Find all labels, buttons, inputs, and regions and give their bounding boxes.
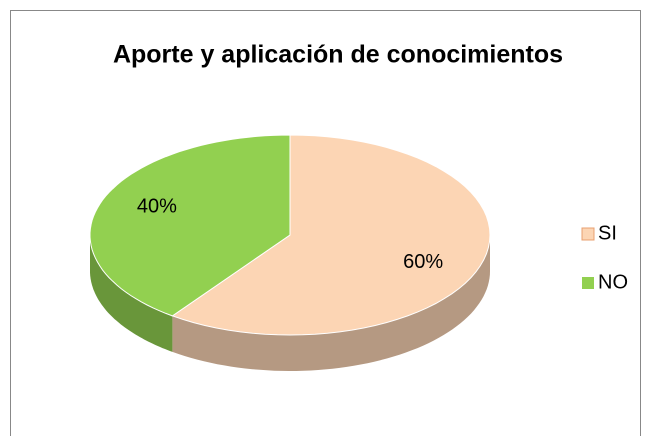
pie-slice [171,134,491,336]
data-label: 60% [403,251,443,273]
pie-slice [89,134,291,317]
legend-label: SI [598,222,617,244]
data-label: 40% [137,195,177,217]
legend-swatch [582,277,594,289]
pie-side [172,235,490,371]
pie-side [90,235,173,352]
chart-title: Aporte y aplicación de conocimientos [113,41,563,69]
legend-swatch [581,227,595,241]
legend-label: NO [598,271,628,293]
